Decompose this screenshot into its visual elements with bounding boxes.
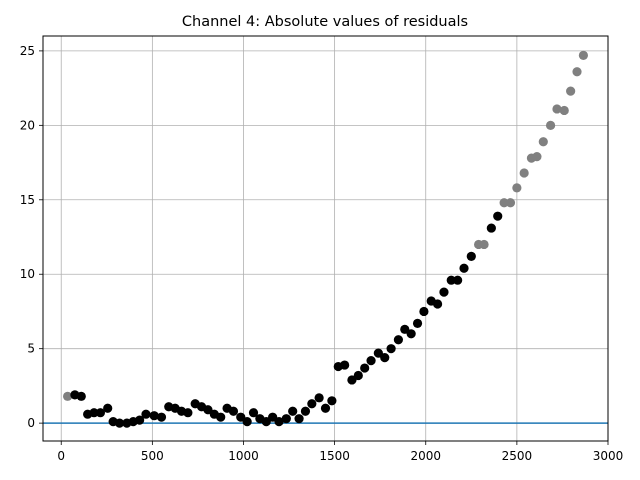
data-point bbox=[532, 152, 542, 162]
x-tick-label: 0 bbox=[57, 449, 65, 463]
data-point bbox=[149, 411, 159, 421]
data-point bbox=[103, 403, 113, 413]
data-point bbox=[552, 104, 562, 114]
y-axis: 0 5 10 15 20 25 bbox=[20, 44, 43, 430]
y-tick-label: 5 bbox=[27, 342, 35, 356]
data-point bbox=[307, 399, 317, 409]
data-point bbox=[281, 414, 291, 424]
data-point bbox=[261, 417, 271, 427]
grid-lines bbox=[43, 36, 609, 441]
data-point bbox=[63, 391, 73, 401]
data-point bbox=[347, 375, 357, 385]
data-point bbox=[419, 306, 429, 317]
data-point bbox=[499, 198, 509, 208]
data-point bbox=[412, 318, 423, 328]
data-point bbox=[559, 105, 569, 116]
data-point bbox=[366, 355, 376, 366]
x-axis: 0 500 1000 1500 2000 2500 3000 bbox=[57, 441, 623, 463]
data-point bbox=[512, 183, 522, 193]
data-point bbox=[314, 393, 324, 403]
x-tick-label: 3000 bbox=[593, 449, 624, 463]
x-tick-label: 1000 bbox=[228, 449, 259, 463]
x-tick-label: 500 bbox=[141, 449, 164, 463]
x-tick-label: 2000 bbox=[410, 449, 441, 463]
y-tick-label: 20 bbox=[20, 118, 35, 132]
data-point bbox=[216, 412, 226, 422]
data-point bbox=[76, 391, 86, 401]
y-tick-label: 25 bbox=[20, 44, 35, 58]
data-point bbox=[114, 418, 125, 428]
data-point bbox=[89, 408, 99, 418]
data-point bbox=[393, 335, 404, 345]
data-point bbox=[320, 403, 331, 413]
data-point bbox=[479, 239, 489, 250]
data-point bbox=[505, 198, 516, 208]
x-tick-label: 1500 bbox=[319, 449, 350, 463]
data-point bbox=[288, 406, 298, 416]
data-point bbox=[486, 223, 496, 233]
data-point bbox=[236, 412, 246, 422]
data-point bbox=[228, 406, 239, 416]
x-tick-label: 2500 bbox=[502, 449, 533, 463]
data-point bbox=[446, 275, 456, 285]
data-point bbox=[493, 211, 503, 221]
data-point bbox=[566, 86, 576, 96]
data-point bbox=[353, 370, 363, 381]
data-points bbox=[63, 50, 588, 428]
data-point bbox=[466, 251, 476, 261]
data-point bbox=[327, 396, 337, 406]
data-point bbox=[432, 299, 443, 309]
data-point bbox=[294, 414, 304, 424]
data-point bbox=[400, 324, 410, 334]
data-point bbox=[134, 415, 145, 425]
data-point bbox=[373, 348, 383, 358]
chart-title: Channel 4: Absolute values of residuals bbox=[182, 14, 468, 30]
data-point bbox=[242, 417, 252, 427]
data-point bbox=[572, 67, 582, 77]
data-point bbox=[439, 287, 449, 297]
data-point bbox=[453, 275, 463, 285]
data-point bbox=[406, 329, 416, 339]
data-point bbox=[248, 408, 259, 418]
data-point bbox=[183, 408, 193, 418]
y-tick-label: 10 bbox=[20, 267, 35, 281]
data-point bbox=[156, 412, 167, 422]
data-point bbox=[300, 406, 311, 416]
data-point bbox=[380, 353, 390, 363]
y-tick-label: 0 bbox=[27, 416, 35, 430]
data-point bbox=[268, 412, 278, 422]
data-point bbox=[340, 360, 350, 370]
data-point bbox=[578, 50, 588, 60]
data-point bbox=[545, 120, 556, 130]
plot-area-frame bbox=[42, 35, 609, 442]
data-point bbox=[386, 344, 396, 354]
data-point bbox=[360, 363, 370, 373]
y-tick-label: 15 bbox=[20, 193, 35, 207]
data-point bbox=[459, 263, 469, 273]
data-point bbox=[538, 137, 548, 147]
data-point bbox=[141, 409, 151, 419]
data-point bbox=[95, 408, 106, 418]
data-point bbox=[274, 417, 284, 427]
data-point bbox=[519, 168, 529, 178]
data-point bbox=[203, 405, 213, 415]
